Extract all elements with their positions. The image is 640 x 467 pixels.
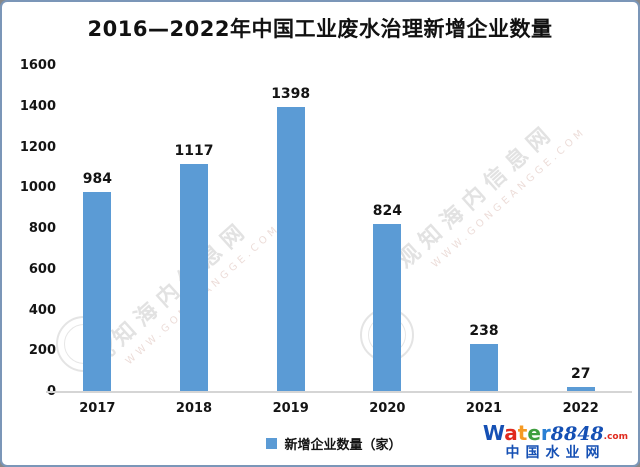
bar-value-label: 238 [469, 322, 499, 339]
bar [180, 164, 208, 392]
bar-value-label: 27 [570, 365, 591, 382]
x-tick-label: 2018 [175, 401, 213, 416]
legend: 新增企业数量（家） [16, 434, 638, 453]
bar [373, 224, 402, 392]
logo-letter: a [504, 421, 518, 446]
x-tick-label: 2020 [369, 401, 406, 416]
logo-tld: .com [603, 432, 628, 443]
x-tick-label: 2019 [272, 401, 309, 416]
logo-letter: W [482, 421, 505, 446]
x-tick-label: 2017 [79, 401, 116, 416]
bar-slot: 984 [49, 66, 146, 392]
x-tick-label: 2022 [562, 401, 599, 416]
y-tick-label: 1000 [19, 180, 56, 196]
logo-letter: t [517, 421, 528, 446]
chart-title: 2016—2022年中国工业废水治理新增企业数量 [87, 17, 553, 41]
water8848-logo: Water8848.com 中国水业网 [483, 423, 628, 461]
bar-value-label: 1117 [174, 143, 214, 160]
y-tick-label: 400 [28, 302, 56, 318]
bar [470, 343, 499, 392]
bar-value-label: 824 [372, 203, 402, 220]
x-axis-labels: 2017 2018 2019 2020 2021 2022 [49, 401, 629, 416]
y-tick-label: 600 [28, 261, 56, 277]
logo-number: 8848 [550, 423, 604, 446]
logo-letter: r [540, 421, 551, 446]
y-tick-label: 1400 [19, 98, 56, 114]
bar [276, 107, 305, 392]
y-tick-label: 1200 [19, 139, 56, 155]
bar-slot: 824 [339, 66, 436, 392]
bars-row: 984 1117 1398 824 238 27 [49, 66, 629, 392]
bar-slot: 27 [532, 66, 629, 392]
bar [83, 191, 112, 392]
x-tick-label: 2021 [465, 401, 503, 416]
y-tick-label: 1600 [19, 58, 56, 73]
bar-slot: 238 [436, 66, 533, 392]
logo-wordmark: Water8848.com [483, 423, 628, 445]
y-tick-label: 200 [28, 343, 56, 359]
bar-slot: 1117 [146, 66, 243, 392]
bar-slot: 1398 [242, 66, 339, 392]
bar-value-label: 1398 [271, 86, 311, 103]
legend-label: 新增企业数量（家） [284, 438, 402, 453]
legend-swatch-icon [266, 438, 278, 449]
bar-value-label: 984 [82, 170, 112, 187]
bar [566, 386, 595, 392]
logo-letter: e [527, 421, 541, 446]
x-axis-line [46, 391, 632, 393]
logo-subtitle: 中国水业网 [505, 445, 606, 462]
y-tick-label: 800 [28, 221, 56, 236]
